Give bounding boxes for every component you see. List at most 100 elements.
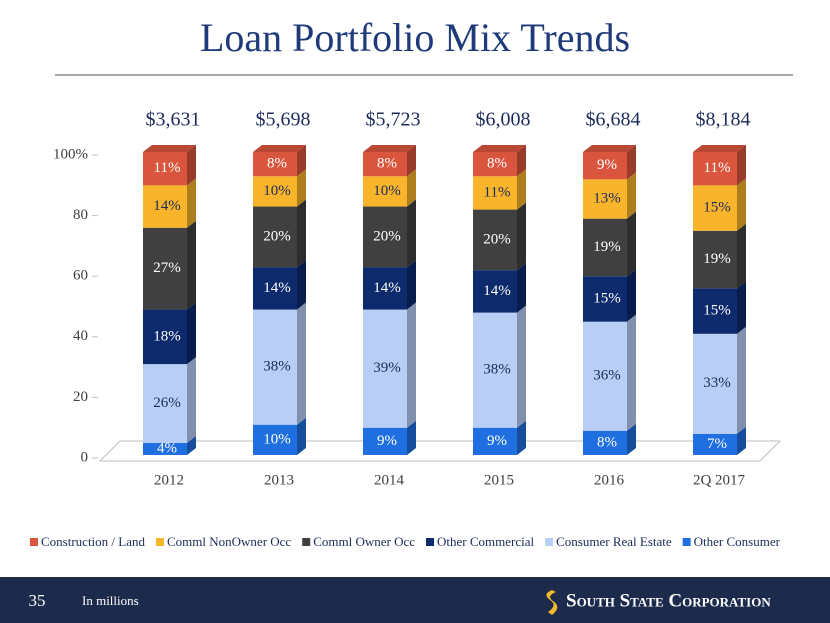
y-tick-label: 40 (73, 328, 88, 344)
footer-bar (0, 577, 830, 623)
data-label: 14% (153, 198, 181, 214)
x-tick-label: 2016 (594, 472, 625, 488)
data-label: 10% (263, 183, 291, 199)
bar-side (297, 145, 306, 177)
bar-segment (143, 442, 187, 455)
data-label: 15% (703, 303, 731, 319)
bar-segment (363, 176, 407, 207)
data-label: 33% (703, 375, 731, 391)
bar-segment (473, 152, 517, 177)
data-label: 19% (593, 239, 621, 255)
bar-side (407, 145, 416, 177)
legend-swatch (30, 538, 38, 546)
bar-segment (473, 176, 517, 210)
x-tick-label: 2Q 2017 (693, 472, 746, 488)
data-label: 9% (597, 157, 617, 173)
data-label: 26% (153, 395, 181, 411)
bar-side (627, 172, 636, 219)
bar-segment (473, 209, 517, 271)
legend-label: Other Commercial (437, 534, 534, 549)
bar-side (407, 199, 416, 268)
data-label: 20% (373, 228, 401, 244)
bar-segment (253, 176, 297, 207)
legend-label: Other Consumer (694, 534, 781, 549)
chart: 0 20 40 60 80 100% 2012 4% 26% 18% 27% 14% 11% $3,631… (30, 109, 782, 549)
bar-segment (253, 206, 297, 268)
data-label: 11% (704, 160, 731, 176)
company-name: South State Corporation (566, 590, 771, 611)
x-tick-label: 2014 (374, 472, 405, 488)
bar-segment (583, 430, 627, 455)
x-tick-label: 2012 (154, 472, 184, 488)
data-label: 18% (153, 328, 181, 344)
y-tick-label: 20 (73, 389, 88, 405)
bar-segment (143, 309, 187, 365)
bar-segment (693, 288, 737, 334)
bar-segment (693, 230, 737, 289)
bar-side (297, 169, 306, 207)
bar-side (407, 302, 416, 428)
data-label: 10% (263, 431, 291, 447)
bar-segment (693, 333, 737, 434)
bar-side (297, 199, 306, 268)
y-tick-label: 0 (81, 449, 89, 465)
bar-segment (473, 427, 517, 455)
bar-top (693, 145, 746, 152)
y-tick-label: 80 (73, 207, 88, 223)
bar-segment (143, 227, 187, 310)
bar-side (517, 169, 526, 210)
bar-segment (583, 179, 627, 219)
total-label: $3,631 (146, 109, 201, 131)
legend-label: Comml NonOwner Occ (167, 534, 291, 549)
bar-side (627, 269, 636, 322)
data-label: 8% (487, 156, 507, 172)
legend-swatch (545, 538, 554, 546)
bar-segment (693, 433, 737, 455)
legend-swatch (426, 538, 435, 546)
bar-segment (143, 364, 187, 443)
bar-side (737, 281, 746, 334)
bar-side (297, 417, 306, 455)
bar-segment (473, 312, 517, 428)
bar-segment (583, 276, 627, 322)
bar-segment (143, 152, 187, 186)
bar-side (187, 145, 196, 186)
total-label: $5,698 (256, 109, 311, 131)
data-label: 36% (593, 368, 621, 384)
bar-side (407, 169, 416, 207)
bar-side (737, 326, 746, 434)
x-tick-label: 2015 (484, 472, 514, 488)
total-label: $5,723 (366, 109, 421, 131)
data-label: 15% (593, 290, 621, 306)
legend-swatch (156, 538, 164, 546)
bar-side (297, 260, 306, 310)
bar-segment (473, 270, 517, 313)
data-label: 39% (373, 360, 401, 376)
bar-side (187, 178, 196, 228)
legend-swatch (682, 538, 691, 546)
bar-segment (253, 152, 297, 177)
data-label: 10% (373, 183, 401, 199)
bar-side (407, 260, 416, 310)
data-label: 7% (707, 436, 727, 452)
data-label: 19% (703, 251, 731, 267)
floor (98, 440, 782, 462)
page-number: 35 (29, 591, 46, 610)
data-label: 14% (263, 280, 291, 296)
bar-side (627, 314, 636, 431)
y-tick-label: 60 (73, 268, 88, 284)
bar-side (627, 423, 636, 455)
bar-segment (583, 218, 627, 277)
bar-side (627, 145, 636, 180)
bar-side (737, 145, 746, 186)
bar-segment (693, 185, 737, 231)
data-label: 11% (154, 160, 181, 176)
bar-side (737, 426, 746, 455)
bar-segment (583, 152, 627, 180)
bar-top (363, 145, 416, 152)
y-tick-label: 100% (53, 146, 88, 162)
bar-segment (363, 427, 407, 455)
data-label: 8% (597, 434, 617, 450)
bar-segment (253, 267, 297, 310)
bar-segment (363, 267, 407, 310)
